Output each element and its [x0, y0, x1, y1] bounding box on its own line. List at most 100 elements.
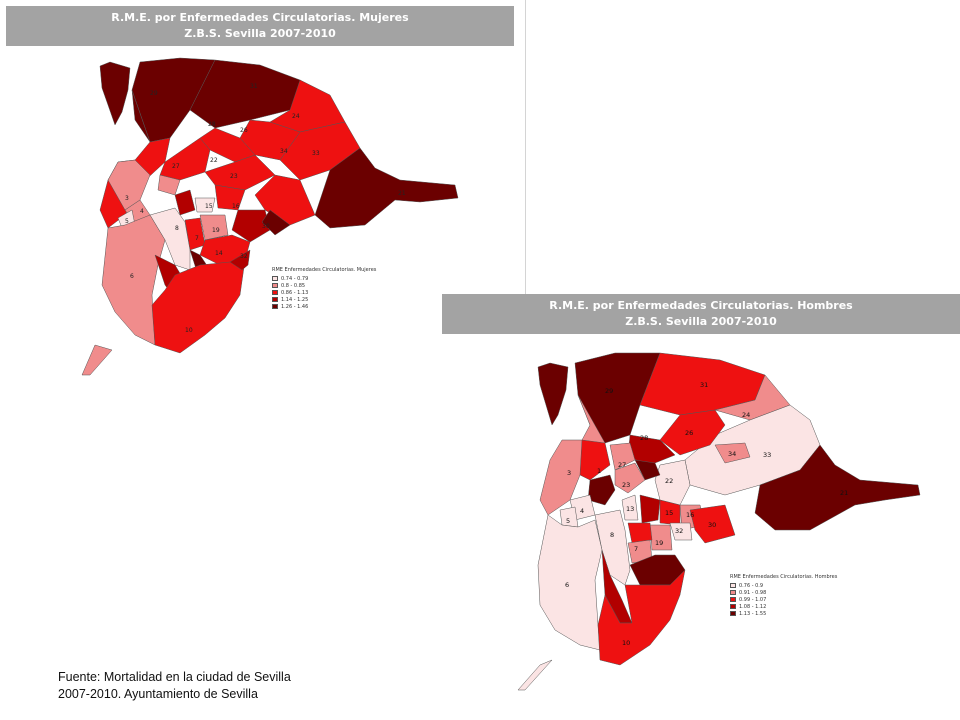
zone-label: 3	[567, 469, 571, 477]
zone-shape	[81, 344, 113, 376]
zone-shape	[314, 147, 459, 229]
zone-label: 33	[763, 451, 771, 459]
zone-label: 1	[597, 467, 601, 475]
zone-label: 4	[140, 208, 144, 215]
legend-item: 0.76 - 0.9	[730, 582, 837, 589]
zone-label: 22	[665, 477, 673, 485]
map-title-women: R.M.E. por Enfermedades Circulatorias. M…	[6, 6, 514, 46]
zone-label: 4	[580, 507, 584, 515]
zone-label: 5	[566, 517, 570, 525]
zone-label: 24	[292, 113, 300, 120]
zone-label: 7	[195, 235, 199, 242]
zone-label: 30	[262, 223, 270, 230]
zone-label: 30	[708, 521, 716, 529]
zone-shape	[199, 214, 229, 241]
zone-label: 8	[175, 225, 179, 232]
zone-label: 28	[208, 121, 216, 128]
panel-divider	[525, 0, 526, 300]
zone-label: 14	[215, 250, 223, 257]
legend-women: RME Enfermedades Circulatorias. Mujeres …	[272, 267, 376, 310]
legend-item: 1.14 - 1.25	[272, 296, 376, 303]
zone-shape	[621, 494, 639, 521]
zone-shape	[639, 494, 661, 524]
zone-shape	[229, 249, 251, 271]
zone-label: 21	[840, 489, 848, 497]
zone-label: 6	[130, 273, 134, 280]
zone-shape	[714, 374, 791, 421]
source-line2: 2007-2010. Ayuntamiento de Sevilla	[58, 687, 258, 701]
zone-shape	[261, 209, 291, 236]
zone-label: 24	[742, 411, 750, 419]
legend-label: 0.99 - 1.07	[739, 596, 767, 603]
zone-shape	[537, 362, 569, 426]
legend-label: 0.8 - 0.85	[281, 282, 306, 289]
zone-label: 23	[230, 173, 238, 180]
zone-label: 15	[665, 509, 673, 517]
zone-label: 13	[626, 505, 634, 513]
choropleth-map-women: 29 31 24 33 34 26 28 27 23 22 21 3 4 5 8…	[81, 57, 459, 376]
legend-label: 1.08 - 1.12	[739, 603, 767, 610]
zone-shape	[754, 444, 921, 531]
zone-label: 16	[232, 203, 240, 210]
legend-item: 0.86 - 1.13	[272, 289, 376, 296]
legend-item: 1.26 - 1.46	[272, 303, 376, 310]
zone-shape	[714, 442, 751, 464]
zone-shape	[614, 462, 646, 494]
zone-label: 15	[205, 203, 213, 210]
zone-shape	[579, 439, 611, 481]
legend-label: 1.13 - 1.55	[739, 610, 767, 617]
legend-swatch	[730, 611, 736, 616]
zone-shape	[587, 474, 616, 506]
zone-label: 23	[622, 481, 630, 489]
zone-shape	[634, 459, 661, 481]
source-citation: Fuente: Mortalidad en la ciudad de Sevil…	[58, 669, 291, 703]
zone-shape	[537, 514, 603, 651]
legend-label: 1.14 - 1.25	[281, 296, 309, 303]
zone-label: 22	[210, 157, 218, 164]
legend-item: 1.13 - 1.55	[730, 610, 837, 617]
legend-label: 0.76 - 0.9	[739, 582, 764, 589]
legend-swatch	[730, 604, 736, 609]
legend-men: RME Enfermedades Circulatorias. Hombres …	[730, 574, 837, 617]
zone-shape	[517, 659, 553, 691]
zone-label: 19	[212, 227, 220, 234]
zone-label: 19	[655, 539, 663, 547]
zone-label: 10	[622, 639, 630, 647]
choropleth-map-men: 29 31 24 33 34 26 28 27 23 22 21 3 1 4 5…	[517, 352, 921, 691]
legend-item: 0.8 - 0.85	[272, 282, 376, 289]
zone-label: 32	[675, 527, 683, 535]
legend-swatch	[272, 297, 278, 302]
map-title-men: R.M.E. por Enfermedades Circulatorias. H…	[442, 294, 960, 334]
zone-shape	[597, 569, 686, 666]
map-title-women-line2: Z.B.S. Sevilla 2007-2010	[184, 27, 336, 40]
legend-label: 1.26 - 1.46	[281, 303, 309, 310]
zone-label: 26	[685, 429, 693, 437]
zone-label: 3	[125, 195, 129, 202]
legend-swatch	[272, 283, 278, 288]
zone-label: 32	[240, 253, 248, 260]
source-line1: Fuente: Mortalidad en la ciudad de Sevil…	[58, 670, 291, 684]
zone-shape	[689, 504, 736, 544]
zone-label: 34	[728, 450, 736, 458]
legend-swatch	[272, 290, 278, 295]
zone-label: 31	[250, 83, 258, 90]
zone-shape	[231, 209, 271, 243]
zone-shape	[101, 214, 166, 346]
legend-swatch	[272, 276, 278, 281]
legend-item: 0.91 - 0.98	[730, 589, 837, 596]
zone-label: 21	[398, 190, 406, 197]
zone-label: 6	[565, 581, 569, 589]
map-title-women-line1: R.M.E. por Enfermedades Circulatorias. M…	[111, 11, 409, 24]
legend-item: 0.74 - 0.79	[272, 275, 376, 282]
zone-shape	[174, 189, 196, 216]
legend-swatch	[730, 583, 736, 588]
legend-item: 1.08 - 1.12	[730, 603, 837, 610]
map-title-men-line1: R.M.E. por Enfermedades Circulatorias. H…	[549, 299, 853, 312]
zone-shape	[99, 61, 131, 126]
zone-label: 7	[634, 545, 638, 553]
zone-shape	[684, 404, 821, 496]
legend-item: 0.99 - 1.07	[730, 596, 837, 603]
zone-label: 33	[312, 150, 320, 157]
legend-label: 0.86 - 1.13	[281, 289, 309, 296]
map-title-men-line2: Z.B.S. Sevilla 2007-2010	[625, 315, 777, 328]
